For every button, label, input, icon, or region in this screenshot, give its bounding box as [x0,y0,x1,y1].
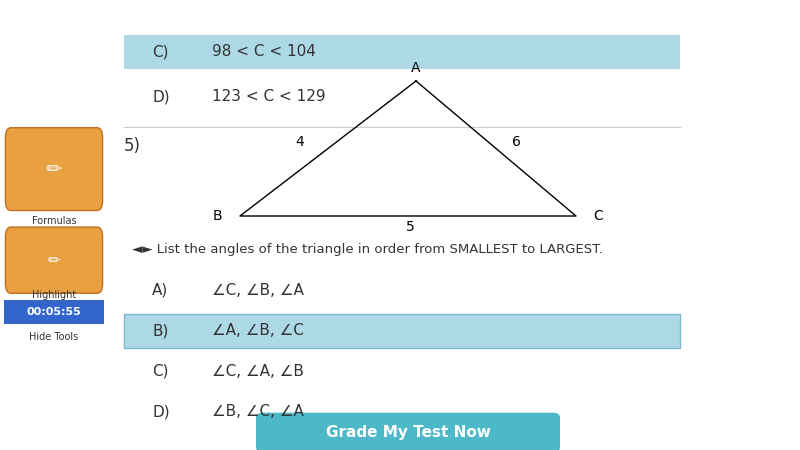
Text: ◄► List the angles of the triangle in order from SMALLEST to LARGEST.: ◄► List the angles of the triangle in or… [132,243,602,256]
Text: 5: 5 [406,220,414,234]
Text: ✏: ✏ [48,253,60,268]
Text: ∠B, ∠C, ∠A: ∠B, ∠C, ∠A [212,404,304,419]
Text: A): A) [152,283,168,298]
Text: A: A [411,61,421,76]
Text: ✏: ✏ [46,160,62,179]
Text: C): C) [152,364,169,379]
Text: D): D) [152,89,170,104]
FancyBboxPatch shape [4,300,104,324]
Text: B): B) [152,323,168,338]
FancyBboxPatch shape [124,35,680,68]
Text: ∠A, ∠B, ∠C: ∠A, ∠B, ∠C [212,323,304,338]
Text: Hide Tools: Hide Tools [30,332,78,342]
FancyBboxPatch shape [6,128,102,211]
Text: Highlight: Highlight [32,290,76,301]
FancyBboxPatch shape [256,413,560,450]
Text: 4: 4 [296,135,304,149]
Text: C: C [594,209,603,223]
Text: C): C) [152,44,169,59]
Text: Formulas: Formulas [32,216,76,226]
FancyBboxPatch shape [6,227,102,293]
Text: ∠C, ∠B, ∠A: ∠C, ∠B, ∠A [212,283,304,298]
Text: 123 < C < 129: 123 < C < 129 [212,89,326,104]
Text: B: B [213,209,222,223]
FancyBboxPatch shape [124,314,680,348]
Text: 5): 5) [124,137,141,155]
Text: Grade My Test Now: Grade My Test Now [326,425,490,440]
Text: 6: 6 [511,135,521,149]
Text: ∠C, ∠A, ∠B: ∠C, ∠A, ∠B [212,364,304,379]
Text: D): D) [152,404,170,419]
Text: 00:05:55: 00:05:55 [26,307,82,317]
Text: 98 < C < 104: 98 < C < 104 [212,44,316,59]
